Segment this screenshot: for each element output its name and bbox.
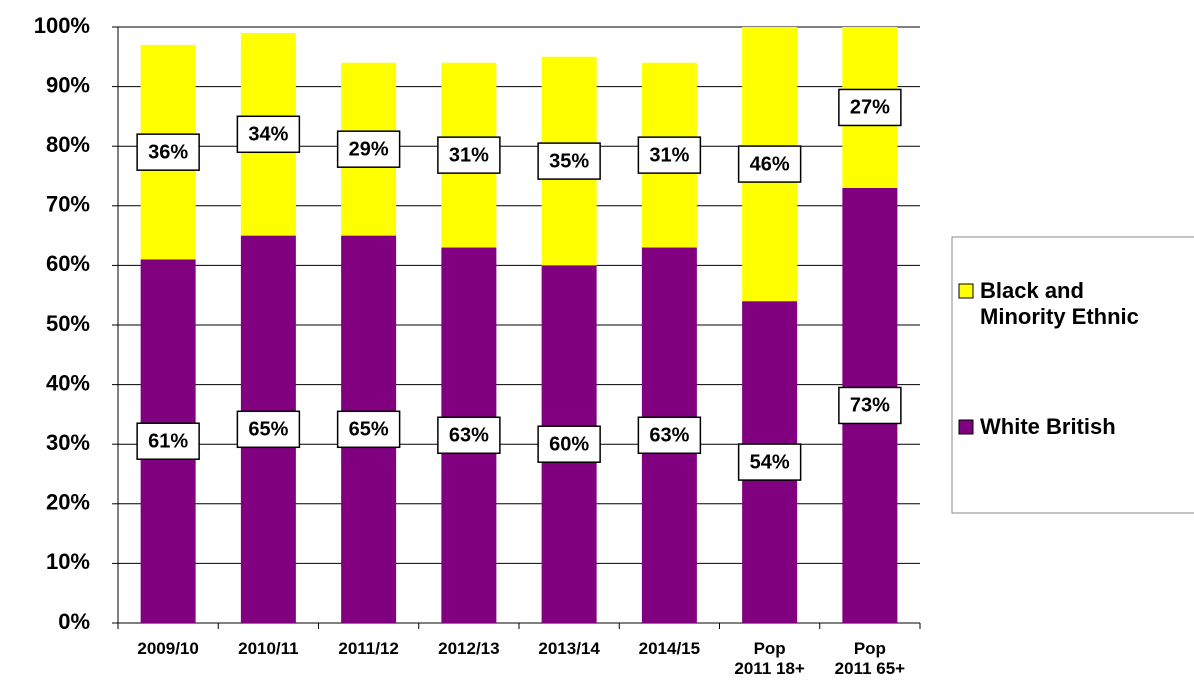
value-label-box (838, 386, 902, 425)
value-label: 46% (750, 153, 790, 175)
value-label: 27% (850, 97, 890, 119)
value-label: 35% (549, 150, 589, 172)
x-tick-label: 2011/12 (338, 639, 399, 658)
x-tick-label-box: 2012/13 (438, 639, 500, 658)
x-tick-label-box: 2010/11 (238, 639, 299, 658)
value-label-box (236, 115, 301, 154)
x-tick-label: 2012/13 (438, 639, 500, 658)
y-tick-label: 90% (46, 72, 90, 97)
value-label: 31% (649, 144, 689, 166)
value-label: 31% (449, 144, 489, 166)
legend-box (951, 236, 1194, 514)
value-label-box (637, 416, 702, 455)
legend-swatch (958, 419, 974, 435)
y-tick-label: 50% (46, 311, 90, 336)
y-tick-label: 100% (34, 13, 90, 38)
y-tick-label: 0% (58, 609, 90, 634)
y-tick-label: 60% (46, 251, 90, 276)
value-label: 65% (248, 419, 288, 441)
legend-label: Black and Minority Ethnic (980, 278, 1139, 330)
value-label-box (737, 145, 802, 183)
legend-label-box: White British (980, 414, 1116, 439)
value-label: 61% (148, 431, 188, 453)
value-label-box (336, 410, 401, 449)
value-label-box (838, 88, 902, 127)
x-tick-label-box: 2011/12 (338, 639, 399, 658)
value-label: 29% (349, 138, 389, 160)
value-label: 54% (750, 451, 790, 473)
y-tick-label: 80% (46, 132, 90, 157)
value-label-box (236, 410, 301, 449)
x-tick-label-box: Pop 2011 65+ (834, 639, 906, 679)
value-label-box (136, 133, 200, 171)
x-tick-label-box: 2014/15 (638, 639, 701, 658)
value-label: 34% (248, 124, 288, 146)
x-tick-label: 2010/11 (238, 639, 299, 658)
y-tick-label: 40% (46, 370, 90, 395)
x-tick-label: Pop 2011 65+ (834, 639, 906, 679)
legend-label: White British (980, 414, 1116, 439)
y-tick-label: 70% (46, 192, 90, 217)
x-tick-label-box: 2009/10 (137, 639, 199, 658)
y-tick-label: 30% (46, 430, 90, 455)
x-tick-label: 2014/15 (638, 639, 701, 658)
legend-label-box: Black and Minority Ethnic (980, 278, 1139, 330)
value-label-box (737, 443, 802, 481)
value-label-box (336, 130, 401, 168)
legend-swatch (958, 283, 974, 299)
value-label-box (537, 425, 601, 463)
value-label-box (437, 416, 501, 455)
x-tick-label-box: 2013/14 (538, 639, 600, 658)
value-label-box (537, 142, 601, 180)
value-label-box (136, 422, 200, 460)
value-label: 63% (449, 425, 489, 447)
value-label: 63% (649, 425, 689, 447)
x-tick-label-box: Pop 2011 18+ (734, 639, 805, 679)
value-label: 65% (349, 419, 389, 441)
x-tick-label: 2013/14 (538, 639, 600, 658)
x-tick-label: Pop 2011 18+ (734, 639, 805, 679)
y-tick-label: 10% (46, 549, 90, 574)
value-label-box (437, 136, 501, 174)
y-tick-label: 20% (46, 490, 90, 515)
value-label: 60% (549, 433, 589, 455)
value-label: 36% (148, 141, 188, 163)
x-tick-label: 2009/10 (137, 639, 199, 658)
value-label: 73% (850, 395, 890, 417)
value-label-box (637, 136, 702, 174)
